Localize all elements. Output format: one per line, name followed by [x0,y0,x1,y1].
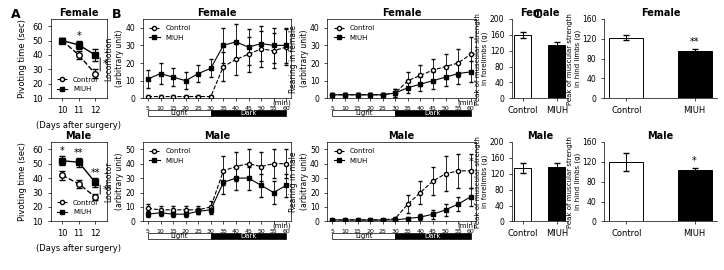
Bar [395,233,471,239]
Y-axis label: Peak of muscular strength
in forelimbs (g): Peak of muscular strength in forelimbs (… [475,136,489,228]
Y-axis label: Locomotion
(arbitrary unit): Locomotion (arbitrary unit) [105,30,124,87]
Text: Dark: Dark [425,233,441,239]
Text: Dark: Dark [425,110,441,116]
Y-axis label: Rearing in male
(arbitrary unit): Rearing in male (arbitrary unit) [289,151,308,212]
Bar [211,110,286,116]
Text: B: B [112,8,122,21]
Bar [332,233,395,239]
Text: *: * [103,59,107,69]
Y-axis label: Peak of muscular strength
in forelimbs (g): Peak of muscular strength in forelimbs (… [475,13,489,104]
Legend: Control, MIUH: Control, MIUH [331,146,378,167]
Bar [332,110,395,116]
Text: Light: Light [355,233,373,239]
Text: C: C [532,8,542,21]
Legend: Control, MIUH: Control, MIUH [146,146,193,167]
Legend: Control, MIUH: Control, MIUH [54,74,101,95]
Y-axis label: Peak of muscular strength
in hind limbs (g): Peak of muscular strength in hind limbs … [567,13,581,104]
Bar [211,233,286,239]
Bar [609,38,644,98]
Title: Male: Male [204,131,230,141]
Legend: Control, MIUH: Control, MIUH [54,197,101,218]
Bar [678,170,712,221]
Bar [515,35,531,98]
Title: Male: Male [647,131,673,141]
Y-axis label: Pivoting time (sec): Pivoting time (sec) [18,19,27,98]
Bar [548,167,565,221]
Text: **: ** [74,148,83,158]
Text: (min): (min) [272,100,291,106]
Text: Light: Light [171,110,188,116]
Bar [148,233,211,239]
Title: Female: Female [59,8,98,18]
Text: (min): (min) [457,223,476,229]
Text: *: * [468,157,473,167]
Title: Female: Female [520,8,560,18]
Text: (min): (min) [457,100,476,106]
Title: Female: Female [382,8,421,18]
Text: A: A [11,8,20,21]
Title: Male: Male [66,131,92,141]
Y-axis label: Pivoting time (sec): Pivoting time (sec) [18,142,27,221]
Bar [395,110,471,116]
Bar [678,51,712,98]
X-axis label: (Days after surgery): (Days after surgery) [36,244,121,253]
Bar [515,168,531,221]
Y-axis label: Locomotor
(arbitrary unit): Locomotor (arbitrary unit) [105,153,124,210]
Text: **: ** [90,168,100,178]
Title: Male: Male [527,131,553,141]
Text: Dark: Dark [240,110,257,116]
Text: Light: Light [171,233,188,239]
Text: **: ** [103,185,112,195]
Text: (min): (min) [272,223,291,229]
Title: Female: Female [641,8,680,18]
Text: *: * [76,31,81,41]
Title: Female: Female [198,8,237,18]
Legend: Control, MIUH: Control, MIUH [331,22,378,43]
Title: Male: Male [389,131,415,141]
Y-axis label: Rearing in female
(arbitrary unit): Rearing in female (arbitrary unit) [289,25,308,93]
Text: *: * [60,146,64,156]
Bar [548,45,565,98]
Text: *: * [692,156,697,166]
Text: **: ** [690,37,699,47]
Bar [148,110,211,116]
Y-axis label: Peak of muscular strength
in hind limbs (g): Peak of muscular strength in hind limbs … [567,136,581,228]
Text: Light: Light [355,110,373,116]
Text: Dark: Dark [240,233,257,239]
Bar [609,162,644,221]
X-axis label: (Days after surgery): (Days after surgery) [36,120,121,130]
Legend: Control, MIUH: Control, MIUH [146,22,193,43]
